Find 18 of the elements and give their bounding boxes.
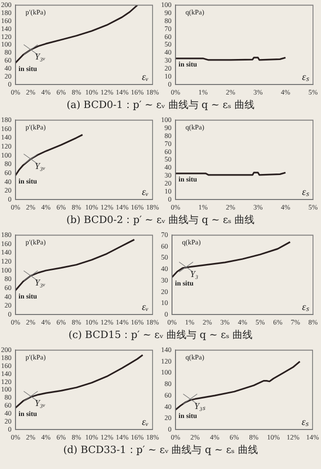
x-axis-title: εₛ <box>302 302 310 314</box>
annotation: Y₃ᵥ <box>34 160 46 171</box>
annotation: Y₃ᵥ <box>34 278 46 288</box>
annotation: Y₃ <box>190 268 198 279</box>
annotation: Y₃ᵥ <box>34 52 46 62</box>
text: (b) BCD0-2：p′ ~ εᵥ 曲线与 q ~ εₛ 曲线 <box>65 214 256 228</box>
text: (d) BCD33-1：p′ ~ εᵥ 曲线与 q ~ εₛ 曲线 <box>62 444 259 458</box>
text: (c) BCD15：p′ ~ εᵥ 曲线与 q ~ εₛ 曲线 <box>67 328 254 343</box>
x-axis-title: εᵥ <box>142 72 149 84</box>
x-axis-title: εₛ <box>302 72 310 84</box>
x-axis-title: εₛ <box>302 187 310 198</box>
x-axis-title: εᵥ <box>142 187 149 198</box>
x-axis-title: εₛ <box>302 417 310 428</box>
x-axis-title: εᵥ <box>142 302 149 314</box>
x-axis-title: εᵥ <box>142 417 149 428</box>
text: (a) BCD0-1：p′ ~ εᵥ 曲线与 q ~ εₛ 曲线 <box>66 98 256 113</box>
annotation: Y₃ᵥ <box>34 398 46 408</box>
annotation: Y₃ₛ <box>194 400 206 411</box>
